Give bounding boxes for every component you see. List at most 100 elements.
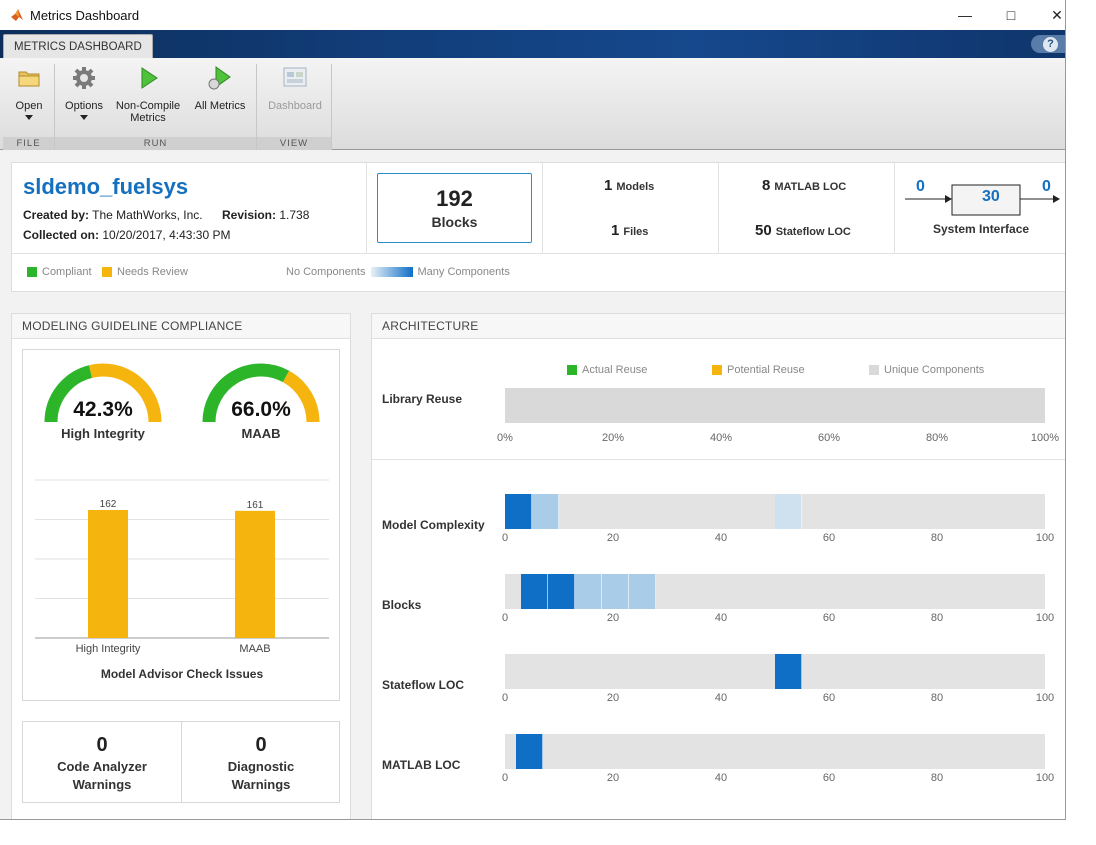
code-analyzer-label-line1: Code Analyzer — [57, 759, 147, 774]
compliant-swatch — [27, 267, 37, 277]
warnings-box: 0 Code Analyzer Warnings 0 Diagnostic Wa… — [22, 721, 340, 803]
interface-inputs: 0 — [916, 178, 925, 195]
stateflow-loc-stat[interactable]: 50 Stateflow LOC — [755, 222, 851, 239]
gauge-high-integrity-name: High Integrity — [61, 426, 145, 441]
unique-components-swatch — [869, 365, 879, 375]
stateflow-loc-tick-label: 20 — [606, 692, 620, 704]
files-stat[interactable]: 1 Files — [611, 222, 648, 239]
all-metrics-button[interactable]: All Metrics — [189, 64, 251, 112]
model-complexity-segment[interactable] — [505, 494, 532, 529]
gauge-needs-review-arc — [88, 363, 162, 423]
blocks-bar[interactable] — [505, 574, 1045, 609]
options-button[interactable]: Options — [59, 64, 109, 120]
models-stat[interactable]: 1 Models — [604, 177, 654, 194]
model-complexity-axis: 0 20 40 60 80 100 — [501, 532, 1054, 546]
legend-compliant: Compliant — [27, 266, 92, 278]
blocks-tick-label: 80 — [930, 612, 944, 624]
group-label-run: RUN — [55, 137, 256, 150]
group-label-file: FILE — [3, 137, 54, 150]
gauge-maab-name: MAAB — [241, 426, 281, 441]
files-count: 1 — [611, 222, 620, 239]
revision-label: Revision: — [221, 208, 276, 222]
model-complexity-bar[interactable] — [505, 494, 1045, 529]
gauge-compliant-arc — [44, 365, 93, 423]
created-by-label: Created by: — [23, 208, 90, 222]
stateflow-loc-count: 50 — [755, 222, 772, 239]
check-issues-bar-chart: 162 161 — [35, 479, 329, 639]
matlab-loc-tick-label: 100 — [1035, 772, 1055, 784]
system-interface-cell[interactable]: 0 30 0 System Interface — [894, 163, 1065, 253]
non-compile-label-line2: Metrics — [130, 112, 166, 124]
matlab-loc-tick-label: 0 — [501, 772, 509, 784]
gauge-needs-review-arc — [282, 370, 320, 423]
blocks-segment[interactable] — [629, 574, 657, 609]
dashboard-icon — [283, 67, 307, 87]
diagnostic-warnings[interactable]: 0 Diagnostic Warnings — [182, 722, 340, 802]
diagnostic-warnings-count: 0 — [255, 734, 267, 756]
close-button[interactable]: ✕ — [1051, 6, 1063, 23]
legend-potential-reuse-label: Potential Reuse — [727, 364, 805, 376]
created-by: Created by: The MathWorks, Inc. Revision… — [23, 208, 309, 222]
model-name[interactable]: sldemo_fuelsys — [23, 174, 189, 199]
library-reuse-tick-label: 40% — [709, 432, 733, 444]
code-analyzer-warnings[interactable]: 0 Code Analyzer Warnings — [23, 722, 181, 802]
matlab-loc-bar[interactable] — [505, 734, 1045, 769]
architecture-panel-title: ARCHITECTURE — [372, 314, 1065, 339]
tab-metrics-dashboard[interactable]: METRICS DASHBOARD — [3, 34, 153, 58]
chevron-down-icon — [80, 115, 88, 120]
collected-on-value: 10/20/2017, 4:43:30 PM — [102, 228, 231, 242]
blocks-tick-label: 20 — [606, 612, 620, 624]
matlab-loc-label: MATLAB LOC — [774, 181, 847, 193]
revision-value: 1.738 — [279, 208, 310, 222]
gauge-arc-1 — [202, 363, 320, 423]
model-summary: sldemo_fuelsys Created by: The MathWorks… — [11, 162, 1065, 292]
matlab-loc-tick-label: 60 — [822, 772, 836, 784]
matlab-loc-stat[interactable]: 8 MATLAB LOC — [762, 177, 846, 194]
open-button[interactable]: Open — [7, 64, 51, 120]
files-label: Files — [623, 226, 649, 238]
model-complexity-tick-label: 40 — [714, 532, 728, 544]
library-reuse-label: Library Reuse — [382, 392, 463, 406]
stateflow-loc-axis: 0 20 40 60 80 100 — [502, 692, 1054, 706]
blocks-tick-label: 60 — [822, 612, 836, 624]
matlab-loc-segment[interactable] — [515, 734, 543, 769]
created-by-value: The MathWorks, Inc. — [92, 208, 203, 222]
gauge-maab[interactable]: 66.0% MAAB — [191, 398, 331, 441]
blocks-segment[interactable] — [521, 574, 549, 609]
blocks-segment[interactable] — [575, 574, 603, 609]
legend-unique-components-label: Unique Components — [884, 364, 985, 376]
maximize-button[interactable]: □ — [1006, 7, 1016, 23]
model-complexity-tick-label: 60 — [822, 532, 836, 544]
bar-maab[interactable] — [235, 510, 275, 638]
blocks-axis: 0 20 40 60 80 100 — [501, 612, 1054, 626]
blocks-count-widget[interactable]: 192 Blocks — [377, 173, 532, 243]
library-reuse-bar[interactable] — [505, 388, 1045, 423]
stateflow-loc-tick-label: 60 — [822, 692, 836, 704]
code-analyzer-warnings-count: 0 — [96, 734, 108, 756]
non-compile-metrics-button[interactable]: Non-Compile Metrics — [113, 64, 183, 124]
diagnostic-label-line1: Diagnostic — [227, 759, 295, 774]
blocks-segment[interactable] — [602, 574, 630, 609]
summary-divider — [12, 253, 1065, 254]
minimize-button[interactable]: — — [958, 7, 972, 23]
needs-review-swatch — [102, 267, 112, 277]
model-complexity-segment[interactable] — [532, 494, 559, 529]
model-complexity-segment[interactable] — [775, 494, 802, 529]
play-icon — [141, 67, 158, 89]
library-reuse-tick-label: 100% — [1030, 432, 1060, 444]
model-complexity-tick-label: 0 — [501, 532, 509, 544]
code-analyzer-label-line2: Warnings — [72, 777, 132, 792]
matlab-logo-icon — [11, 9, 23, 21]
dashboard-button[interactable]: Dashboard — [263, 64, 327, 112]
gauge-high-integrity[interactable]: 42.3% High Integrity — [33, 398, 173, 441]
bar-high-integrity[interactable] — [88, 510, 128, 638]
blocks-segment[interactable] — [548, 574, 576, 609]
help-button[interactable]: ? — [1031, 35, 1065, 53]
stateflow-loc-segment[interactable] — [775, 654, 802, 689]
models-files-cell — [542, 163, 718, 253]
ribbon-group-run: Options Non-Compile Metrics All Metrics … — [55, 64, 257, 150]
architecture-divider — [372, 459, 1065, 460]
blocks-tick-label: 0 — [501, 612, 509, 624]
legend-compliant-label: Compliant — [42, 266, 92, 278]
stateflow-loc-bar[interactable] — [505, 654, 1045, 689]
